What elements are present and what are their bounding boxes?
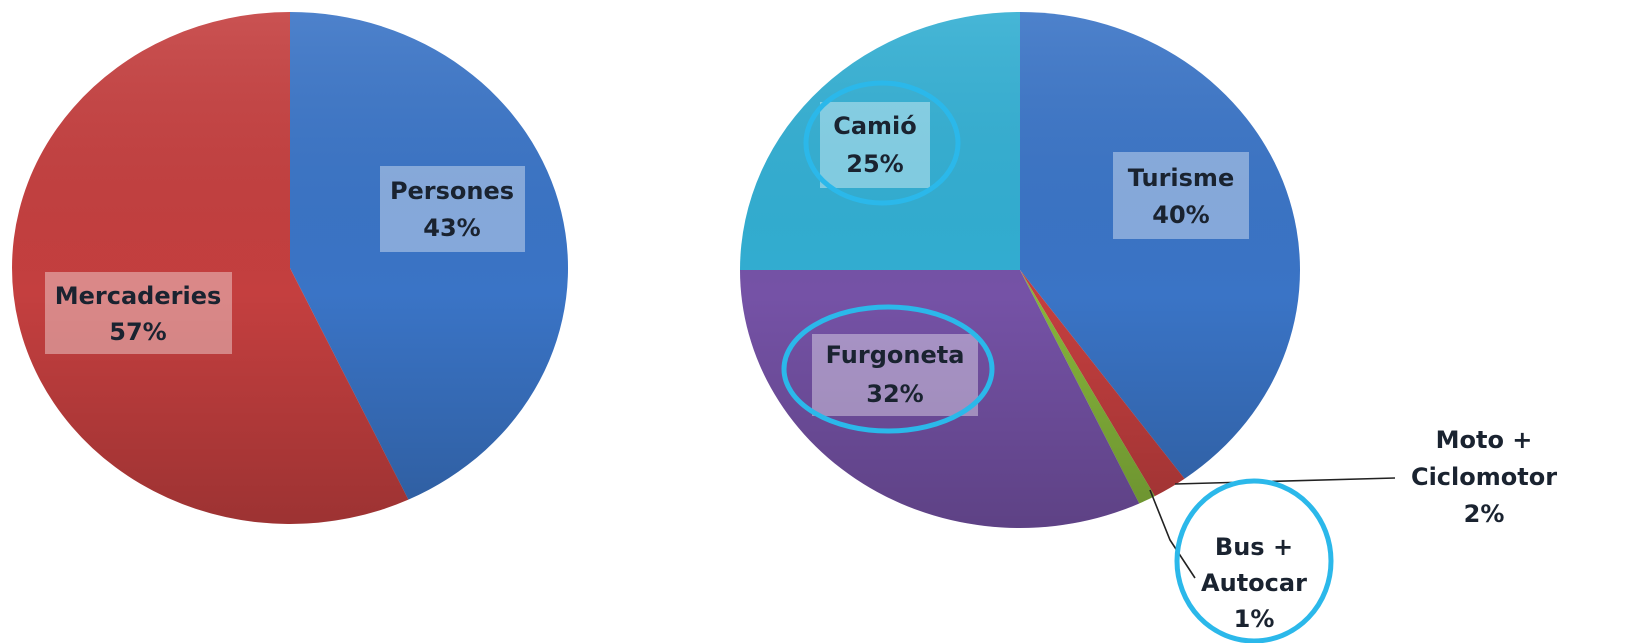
leader-line-bus [1149, 489, 1196, 579]
slice-percent: 43% [423, 214, 480, 242]
highlight-circle-bus-autocar [1174, 478, 1334, 643]
slice-label-furgoneta: Furgoneta 32% [781, 304, 995, 434]
slice-name: Mercaderies [55, 282, 222, 310]
slice-name-line2: Ciclomotor [1411, 463, 1557, 491]
slice-name-line2: Autocar [1201, 569, 1307, 597]
slice-percent: 2% [1464, 500, 1505, 528]
pie-chart-vehicle-type: Turisme 40% Camió 25% Furgoneta 32% Moto… [740, 12, 1557, 643]
slice-percent: 1% [1234, 605, 1275, 633]
slice-label-persones: Persones 43% [380, 166, 525, 252]
slice-name: Persones [390, 177, 514, 205]
highlight-circle-camio [803, 80, 961, 206]
slice-name: Furgoneta [826, 341, 965, 369]
highlight-circle-furgoneta [781, 304, 995, 434]
slice-name-line1: Moto + [1436, 426, 1533, 454]
pie-chart-transport-type: Persones 43% Mercaderies 57% [12, 12, 569, 524]
slice-label-moto-ciclomotor: Moto + Ciclomotor 2% [1411, 426, 1557, 528]
slice-label-mercaderies: Mercaderies 57% [45, 272, 232, 354]
slice-percent: 25% [846, 150, 903, 178]
slice-percent: 57% [109, 318, 166, 346]
slice-percent: 40% [1152, 201, 1209, 229]
slice-label-bus-autocar: Bus + Autocar 1% [1174, 478, 1334, 643]
leader-line-moto [1174, 477, 1396, 485]
slice-name: Turisme [1128, 164, 1234, 192]
slice-label-camio: Camió 25% [803, 80, 961, 206]
slice-percent: 32% [866, 380, 923, 408]
slice-label-turisme: Turisme 40% [1113, 152, 1249, 239]
slice-name: Camió [833, 112, 917, 140]
slice-name-line1: Bus + [1215, 533, 1293, 561]
